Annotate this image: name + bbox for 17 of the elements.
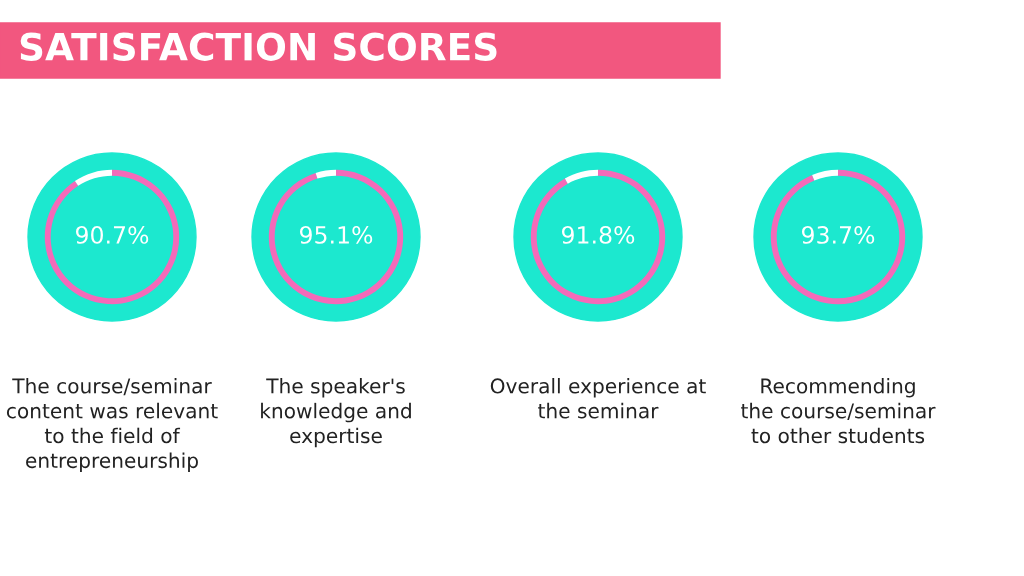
donut-slice bbox=[770, 169, 906, 305]
data-label: 95.1% bbox=[299, 225, 373, 244]
data-label: 93.7% bbox=[801, 225, 875, 244]
text: The speaker's knowledge and expertise bbox=[261, 378, 411, 448]
donut-slice bbox=[74, 169, 112, 186]
donut-slice bbox=[530, 169, 666, 305]
donut-slice bbox=[812, 169, 838, 181]
donut-slice bbox=[315, 169, 336, 179]
text: Overall experience at the seminar bbox=[490, 378, 706, 419]
data-label: 90.7% bbox=[75, 225, 149, 244]
text: The course/seminar content was relevant to the field of entrepreneurship bbox=[6, 378, 218, 473]
donut-slice bbox=[564, 169, 598, 184]
data-label: 91.8% bbox=[561, 225, 635, 244]
donut-slice bbox=[268, 169, 404, 305]
text: SATISFACTION SCORES bbox=[20, 32, 497, 61]
donut-slice bbox=[44, 169, 180, 305]
text: Recommending the course/seminar to other students bbox=[741, 378, 936, 444]
